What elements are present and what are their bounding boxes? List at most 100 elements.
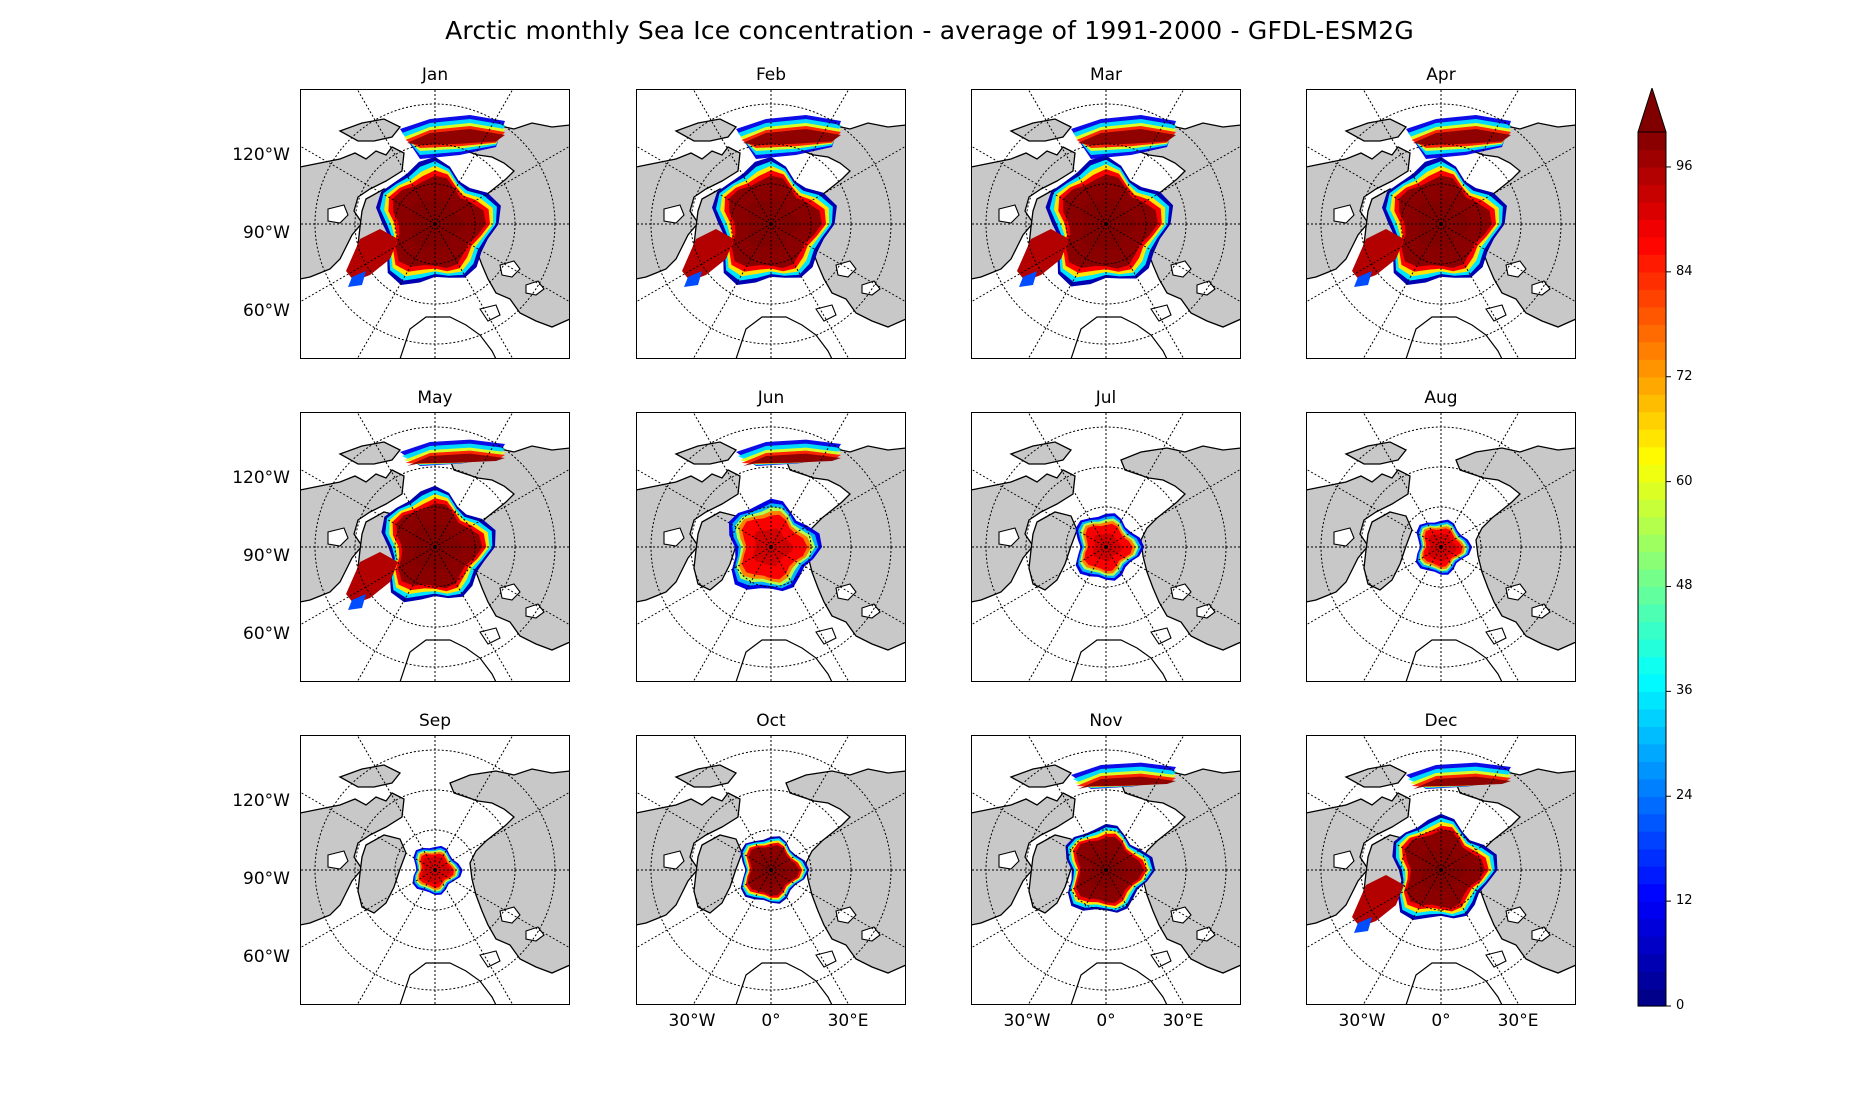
inland-water: [479, 304, 501, 322]
longitude-label: 30°W: [668, 1011, 716, 1031]
polar-map: [636, 735, 906, 1005]
colorbar-segment: [1638, 341, 1666, 360]
ice-core: [747, 198, 801, 250]
meridian-line: [1105, 89, 1185, 225]
atlantic-ocean: [399, 316, 497, 359]
panel-frame: [971, 412, 1241, 682]
inland-water: [815, 950, 837, 968]
land-mass: [300, 792, 405, 926]
latitude-label: 120°W: [232, 791, 290, 811]
atlantic-ocean: [1405, 962, 1503, 1005]
panel-frame: [971, 89, 1241, 359]
polar-map: [300, 412, 570, 682]
ice-baffin-edge: [1354, 271, 1372, 287]
colorbar-segment: [1638, 411, 1666, 430]
longitude-label: 0°: [761, 1011, 781, 1031]
ice-baffin: [346, 552, 398, 604]
colorbar-segment: [1638, 656, 1666, 675]
land-mass: [357, 834, 407, 914]
panel-frame: [1306, 412, 1576, 682]
atlantic-ocean: [735, 316, 833, 359]
polar-map: [300, 735, 570, 1005]
panel-frame: [300, 735, 570, 1005]
inland-water: [835, 906, 857, 924]
inland-water: [815, 627, 837, 645]
colorbar-segment: [1638, 429, 1666, 448]
colorbar-segment: [1638, 516, 1666, 535]
panel-title: Dec: [1424, 711, 1458, 731]
land-mass: [971, 792, 1076, 926]
colorbar-segment: [1638, 901, 1666, 920]
meridian-line: [300, 869, 436, 949]
map-panel-jul: Jul: [971, 388, 1241, 682]
ice-pacific: [743, 453, 841, 466]
atlantic-ocean: [1405, 639, 1503, 682]
ice-core: [411, 198, 465, 250]
inland-water: [327, 204, 349, 224]
colorbar-segment: [1638, 936, 1666, 955]
land-mass: [1120, 122, 1241, 328]
longitude-label: 30°E: [827, 1011, 869, 1031]
land-mass: [449, 445, 570, 651]
meridian-line: [692, 89, 772, 225]
meridian-line: [1027, 223, 1107, 359]
colorbar-segment: [1638, 691, 1666, 710]
inland-water: [1170, 906, 1192, 924]
inland-water: [1150, 950, 1172, 968]
land-mass: [1009, 441, 1073, 465]
meridian-line: [300, 791, 436, 871]
atlantic-ocean: [1070, 639, 1168, 682]
map-panel-nov: Nov: [971, 711, 1241, 1005]
colorbar-tick-label: 84: [1676, 263, 1693, 279]
land-mass: [300, 469, 405, 603]
colorbar-tick-label: 72: [1676, 368, 1693, 384]
colorbar-segment: [1638, 918, 1666, 937]
panel-title: Apr: [1426, 65, 1456, 85]
panel-frame: [300, 89, 570, 359]
ice-pacific: [407, 453, 505, 466]
ice-baffin: [1352, 229, 1404, 281]
inland-water: [815, 304, 837, 322]
colorbar-segment: [1638, 499, 1666, 518]
land-mass: [300, 146, 405, 280]
ice-pacific: [743, 129, 841, 145]
inland-water: [1333, 204, 1355, 224]
longitude-label: 30°W: [1338, 1011, 1386, 1031]
atlantic-ocean: [735, 639, 833, 682]
atlantic-ocean: [1070, 316, 1168, 359]
colorbar-segment: [1638, 796, 1666, 815]
inland-water: [499, 906, 521, 924]
colorbar-svg: [1637, 86, 1671, 1007]
ice-baffin-edge: [1354, 917, 1372, 933]
inland-water: [1485, 627, 1507, 645]
land-mass: [1344, 764, 1408, 788]
colorbar-segment: [1638, 673, 1666, 692]
colorbar-segment: [1638, 236, 1666, 255]
map-panel-feb: Feb: [636, 65, 906, 359]
ice-baffin-edge: [348, 594, 366, 610]
map-panel-apr: Apr: [1306, 65, 1576, 359]
meridian-line: [1027, 89, 1107, 225]
panel-frame: [636, 412, 906, 682]
atlantic-ocean: [399, 639, 497, 682]
atlantic-ocean: [735, 962, 833, 1005]
ice-pacific: [407, 129, 505, 145]
ice-baffin: [1017, 229, 1069, 281]
ice-pacific: [1078, 129, 1176, 145]
atlantic-ocean: [1405, 316, 1503, 359]
colorbar-extend-arrow: [1637, 86, 1667, 133]
colorbar-segment: [1638, 359, 1666, 378]
colorbar-segment: [1638, 481, 1666, 500]
land-mass: [785, 768, 906, 974]
land-mass: [1306, 469, 1411, 603]
ice-baffin-edge: [684, 271, 702, 287]
polar-map: [971, 735, 1241, 1005]
longitude-label: 30°W: [1003, 1011, 1051, 1031]
colorbar-segment: [1638, 603, 1666, 623]
polar-map: [1306, 735, 1576, 1005]
land-mass: [971, 469, 1076, 603]
longitude-label: 0°: [1096, 1011, 1116, 1031]
land-mass: [1363, 511, 1413, 591]
figure-title: Arctic monthly Sea Ice concentration - a…: [445, 16, 1414, 45]
